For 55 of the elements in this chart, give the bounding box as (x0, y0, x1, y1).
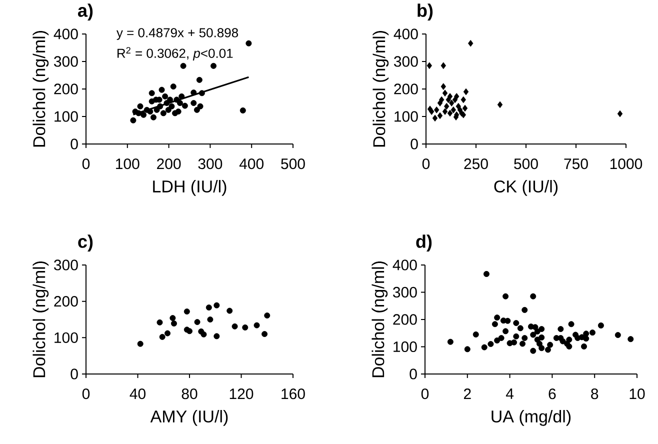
y-tick-label: 200 (54, 84, 78, 94)
x-tick-label: 0 (82, 158, 90, 170)
y-tick-label: 100 (54, 111, 78, 122)
y-tick-label: 100 (394, 111, 418, 122)
x-tick-label: 0 (421, 388, 429, 400)
y-tick-label: 400 (394, 28, 418, 40)
y-tick-label: 100 (394, 341, 417, 352)
x-tick-label: 10 (630, 388, 645, 400)
x-tick-label: 40 (130, 388, 146, 400)
annotation: R$^{2}$ = 0.3062, p<0.01 (118, 47, 233, 60)
x-tick-label: 250 (464, 158, 488, 170)
x-axis-title: AMY (IU/l) (150, 410, 228, 426)
y-tick-label: 0 (70, 368, 78, 380)
x-tick-label: 80 (182, 388, 198, 400)
annotation: y = 0.4879x + 50.898 (116, 28, 238, 40)
chart-title: c) (78, 234, 93, 252)
x-axis-title: CK (IU/l) (494, 180, 558, 196)
x-tick-label: 400 (239, 158, 264, 170)
x-tick-label: 6 (548, 388, 556, 400)
y-tick-label: 200 (393, 314, 417, 325)
y-tick-label: 0 (410, 368, 417, 380)
x-tick-label: 500 (514, 158, 538, 170)
chart-title: d) (416, 234, 432, 252)
y-tick-label: 300 (54, 260, 78, 270)
x-tick-label: 120 (230, 388, 254, 400)
x-tick-label: 300 (198, 158, 222, 170)
x-axis-title: UA (mg/dl) (492, 410, 571, 426)
y-axis-title: Dolichol (ng/ml) (32, 262, 49, 378)
x-tick-label: 1000 (610, 158, 642, 170)
y-axis-title: Dolichol (ng/ml) (372, 31, 389, 147)
x-tick-label: 100 (116, 158, 140, 170)
y-tick-label: 300 (394, 56, 418, 67)
x-tick-label: 2 (464, 388, 471, 399)
x-tick-label: 160 (282, 388, 305, 400)
chart-title: a) (78, 4, 93, 20)
x-tick-label: 750 (564, 158, 588, 170)
y-tick-label: 200 (394, 84, 418, 94)
y-tick-label: 200 (54, 296, 78, 307)
y-tick-label: 300 (393, 286, 417, 298)
y-tick-label: 400 (54, 28, 78, 40)
y-tick-label: 0 (70, 138, 78, 150)
x-tick-label: 500 (281, 158, 305, 170)
y-axis-title: Dolichol (ng/ml) (372, 262, 388, 378)
x-tick-label: 4 (506, 388, 514, 399)
x-tick-label: 0 (422, 158, 430, 170)
y-tick-label: 300 (54, 56, 78, 67)
y-axis-title: Dolichol (ng/ml) (32, 31, 49, 147)
y-tick-label: 0 (410, 138, 418, 150)
x-tick-label: 0 (82, 388, 90, 400)
y-tick-label: 400 (392, 260, 417, 270)
y-tick-label: 100 (54, 332, 78, 343)
x-axis-title: LDH (IU/l) (153, 180, 226, 196)
x-tick-label: 8 (591, 388, 598, 400)
x-tick-label: 200 (157, 158, 181, 170)
chart-title: b) (418, 4, 433, 20)
